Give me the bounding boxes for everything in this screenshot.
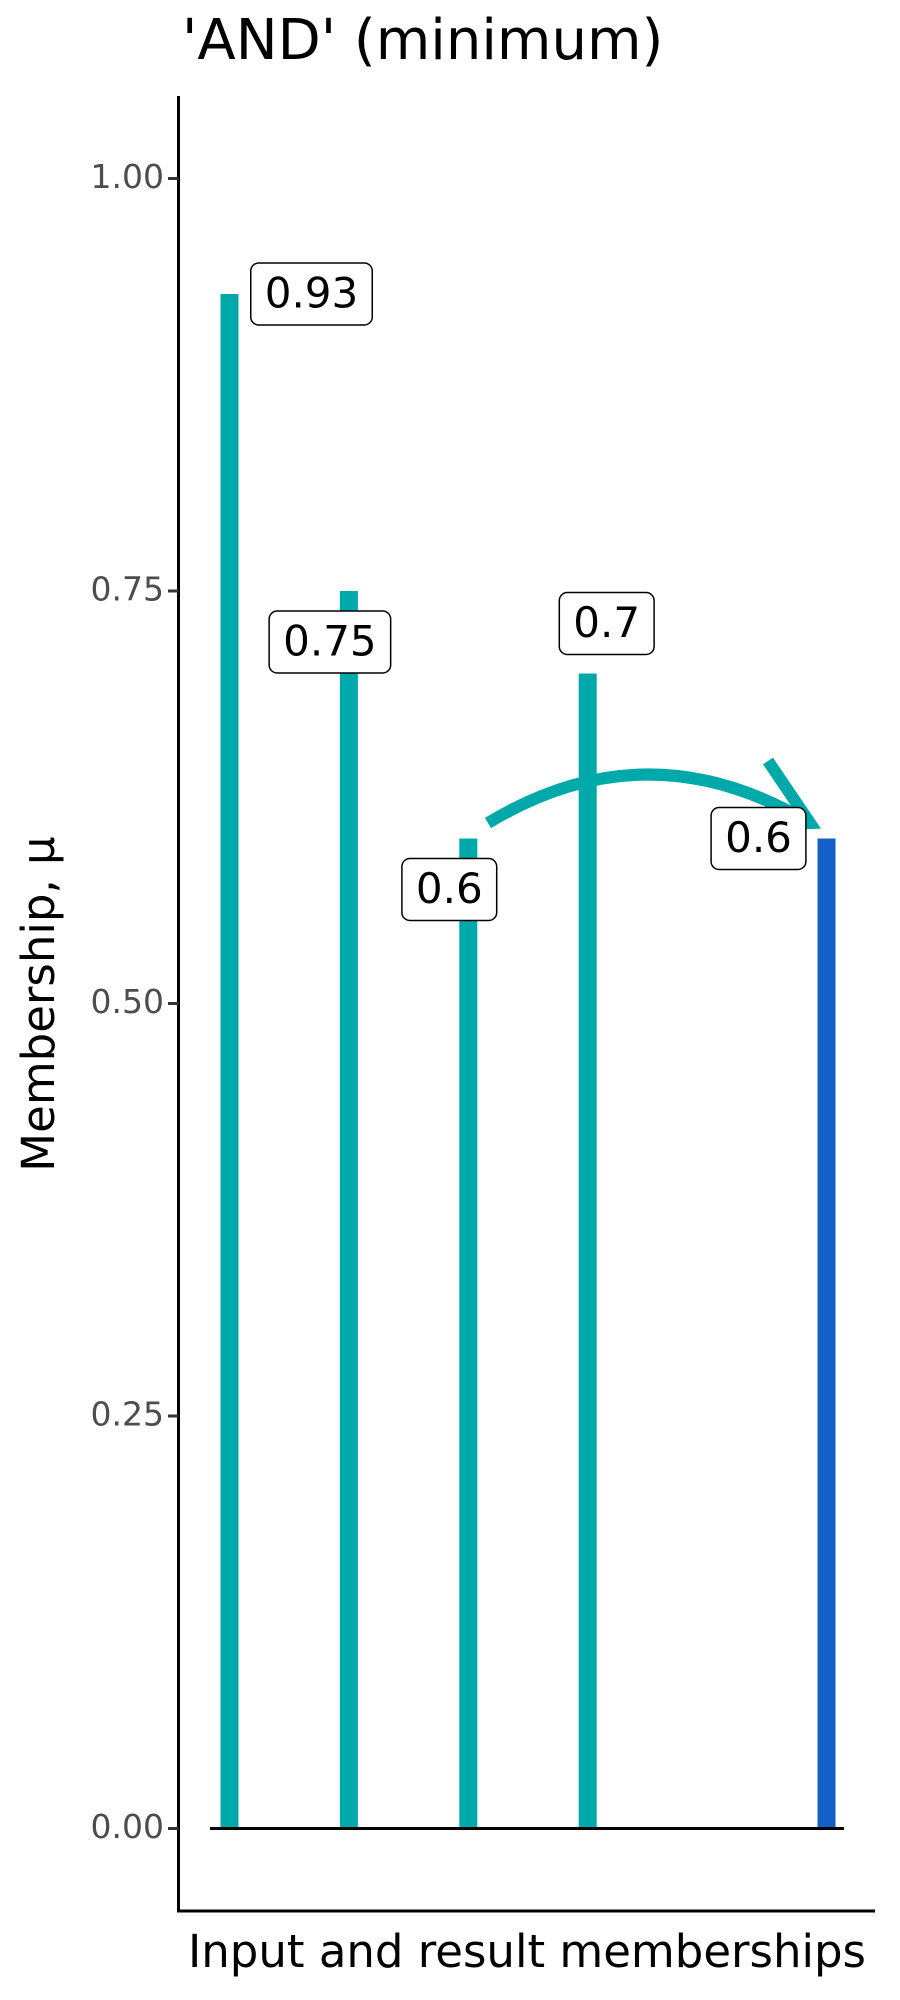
arrow-curve	[484, 768, 814, 829]
y-tick-label: 1.00	[91, 157, 164, 196]
bar	[220, 294, 239, 1829]
value-label-text: 0.6	[725, 813, 792, 862]
marks	[220, 294, 836, 1829]
value-label-text: 0.93	[265, 269, 359, 318]
value-label-box	[558, 591, 655, 656]
x-axis-label: Input and result memberships	[188, 1925, 866, 1978]
value-label-text: 0.75	[283, 617, 377, 666]
bar	[578, 673, 597, 1829]
bar	[459, 838, 478, 1829]
value-label: 0.93	[249, 262, 374, 326]
value-label: 0.7	[558, 591, 655, 656]
y-tick-label: 0.75	[91, 570, 164, 609]
y-axis-label: Membership, μ	[12, 836, 65, 1171]
y-tick-label: 0.25	[91, 1395, 164, 1434]
bar	[339, 591, 358, 1829]
chart-title: 'AND' (minimum)	[182, 8, 663, 73]
value-label-box	[710, 806, 807, 871]
value-label-box	[401, 857, 498, 922]
value-label: 0.75	[268, 610, 392, 674]
value-label-text: 0.7	[573, 598, 640, 647]
y-tick-label: 0.50	[91, 982, 164, 1021]
value-label-box	[268, 610, 392, 674]
value-label: 0.6	[401, 857, 498, 922]
value-label-box	[249, 262, 374, 326]
value-label: 0.6	[710, 806, 807, 871]
value-label-text: 0.6	[416, 864, 483, 913]
y-tick-label: 0.00	[91, 1807, 164, 1846]
bar	[817, 838, 836, 1829]
